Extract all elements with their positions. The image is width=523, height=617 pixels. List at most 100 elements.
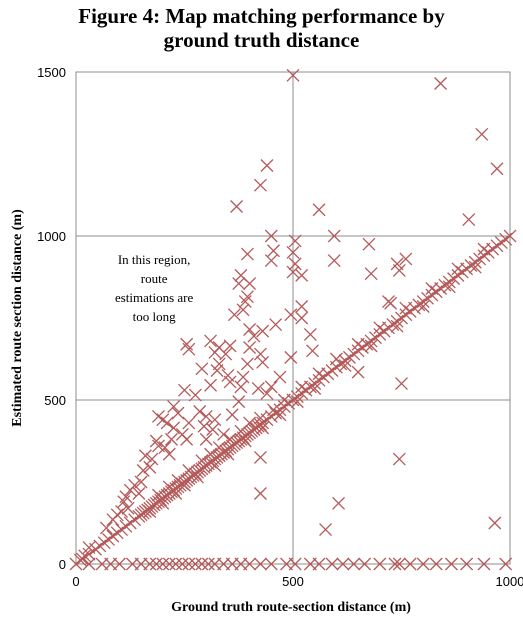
- data-point: [189, 389, 201, 401]
- data-point: [267, 245, 279, 257]
- data-point: [226, 409, 238, 421]
- region-annotation: In this region, route estimations are too l…: [115, 252, 194, 324]
- data-point: [163, 448, 175, 460]
- data-point: [107, 514, 119, 526]
- data-point: [476, 128, 488, 140]
- data-point: [233, 278, 245, 290]
- data-point: [241, 291, 253, 303]
- data-point: [172, 407, 184, 419]
- data-point: [285, 351, 297, 363]
- y-axis-label: Estimated route section distance (m): [10, 209, 25, 427]
- data-point: [452, 263, 464, 275]
- x-tick-label: 0: [72, 574, 79, 589]
- data-point: [209, 414, 221, 426]
- data-point: [205, 379, 217, 391]
- data-point: [183, 417, 195, 429]
- data-point: [231, 200, 243, 212]
- data-point: [244, 342, 256, 354]
- annotation-line: route: [141, 271, 168, 286]
- data-point: [194, 405, 206, 417]
- y-tick-label: 500: [44, 393, 66, 408]
- data-point: [150, 435, 162, 447]
- x-tick-label: 500: [282, 574, 304, 589]
- data-point: [146, 453, 158, 465]
- data-point: [330, 353, 342, 365]
- data-point: [218, 428, 230, 440]
- data-point: [137, 465, 149, 477]
- data-point: [244, 323, 256, 335]
- y-tick-label: 0: [59, 557, 66, 572]
- data-point: [396, 378, 408, 390]
- data-point: [400, 302, 412, 314]
- data-point: [489, 517, 501, 529]
- data-point: [200, 410, 212, 422]
- annotation-line: too long: [133, 309, 176, 324]
- data-point: [165, 433, 177, 445]
- data-point: [257, 356, 269, 368]
- y-tick-label: 1000: [37, 229, 66, 244]
- data-point: [241, 248, 253, 260]
- data-point: [239, 296, 251, 308]
- data-point: [328, 255, 340, 267]
- data-point: [491, 163, 503, 175]
- data-point: [122, 502, 134, 514]
- data-point: [135, 476, 147, 488]
- data-point: [168, 422, 180, 434]
- data-point: [289, 235, 301, 247]
- data-point: [209, 346, 221, 358]
- data-point: [313, 368, 325, 380]
- data-point: [77, 553, 89, 565]
- data-point: [144, 461, 156, 473]
- data-point: [254, 487, 266, 499]
- data-point: [181, 433, 193, 445]
- data-point: [274, 371, 286, 383]
- data-point: [181, 338, 193, 350]
- data-point: [254, 348, 266, 360]
- data-point: [244, 278, 256, 290]
- data-point: [241, 358, 253, 370]
- data-point: [289, 258, 301, 270]
- data-point: [265, 381, 277, 393]
- data-point: [198, 420, 210, 432]
- data-point: [168, 401, 180, 413]
- data-point: [244, 417, 256, 429]
- data-point: [296, 312, 308, 324]
- y-tick-label: 1500: [37, 65, 66, 80]
- data-point: [139, 450, 151, 462]
- data-point: [124, 484, 136, 496]
- data-point: [463, 214, 475, 226]
- data-point: [426, 282, 438, 294]
- annotation-line: In this region,: [118, 252, 191, 267]
- data-point: [196, 363, 208, 375]
- data-point: [285, 309, 297, 321]
- data-point: [83, 548, 95, 560]
- data-point: [374, 322, 386, 334]
- x-tick-label: 1000: [496, 574, 523, 589]
- data-point: [296, 269, 308, 281]
- x-axis-label: Ground truth route-section distance (m): [171, 600, 411, 615]
- data-point: [183, 343, 195, 355]
- tick-labels: 0 500 1000 0 500 1000 1500: [37, 65, 523, 589]
- data-point: [320, 524, 332, 536]
- data-point: [478, 243, 490, 255]
- annotation-line: estimations are: [115, 290, 194, 305]
- data-point: [393, 453, 405, 465]
- data-point: [261, 159, 273, 171]
- data-point: [270, 319, 282, 331]
- data-point: [265, 255, 277, 267]
- data-point: [100, 522, 112, 534]
- data-point: [120, 491, 132, 503]
- data-point: [313, 204, 325, 216]
- data-point: [161, 417, 173, 429]
- data-point: [205, 335, 217, 347]
- data-point: [435, 77, 447, 89]
- data-point: [363, 238, 375, 250]
- data-point: [118, 496, 130, 508]
- data-point: [233, 396, 245, 408]
- data-point: [179, 384, 191, 396]
- data-point: [235, 381, 247, 393]
- data-point: [307, 345, 319, 357]
- data-point: [352, 366, 364, 378]
- data-point: [296, 301, 308, 313]
